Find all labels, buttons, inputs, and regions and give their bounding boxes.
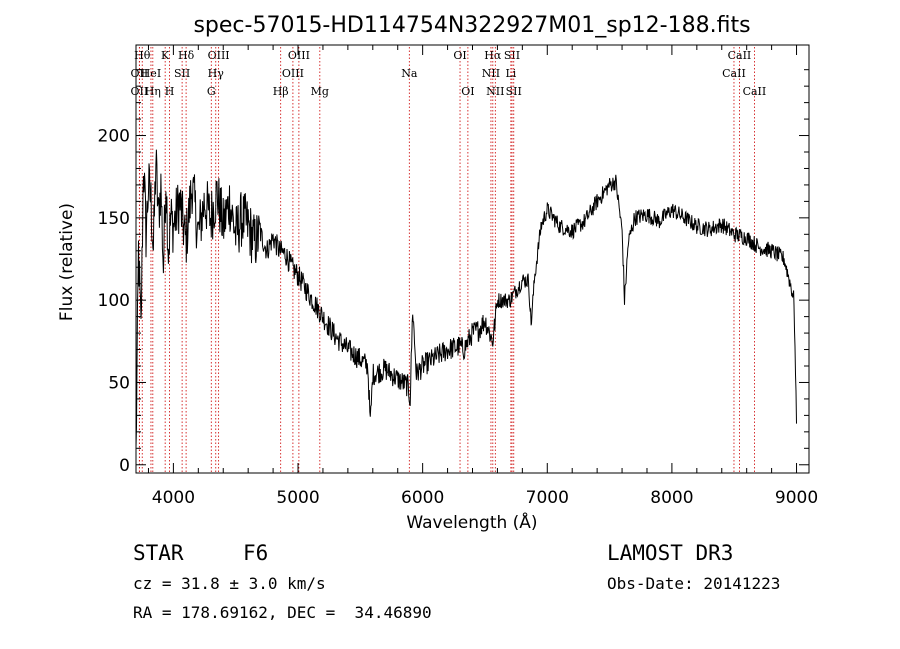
line-label-23: Li	[505, 67, 516, 80]
line-label-18: OI	[461, 85, 474, 98]
x-tick-label-6000: 6000	[401, 488, 444, 508]
line-label-17: OI	[453, 49, 466, 62]
line-label-24: SII	[506, 85, 522, 98]
x-tick-label-9000: 9000	[775, 488, 818, 508]
y-tick-label-150: 150	[98, 209, 130, 229]
line-label-11: G	[207, 85, 216, 98]
line-label-10: Hγ	[208, 67, 225, 80]
line-label-0: Hθ	[134, 49, 151, 62]
line-label-16: Na	[401, 67, 418, 80]
line-label-4: Hη	[145, 85, 161, 98]
object-subclass: F6	[243, 541, 269, 565]
line-label-3: HeI	[141, 67, 161, 80]
y-tick-label-200: 200	[98, 127, 130, 147]
line-label-15: Mg	[311, 85, 329, 98]
plot-frame	[135, 44, 810, 474]
line-label-7: H	[165, 85, 175, 98]
spectrum-series	[135, 149, 797, 448]
x-tick-label-5000: 5000	[276, 488, 319, 508]
line-label-6: SII	[174, 67, 190, 80]
spectrum-line	[135, 149, 797, 448]
line-label-1: OII	[131, 67, 149, 80]
object-class: STAR	[133, 541, 184, 565]
x-tick-label-4000: 4000	[152, 488, 195, 508]
line-label-8: Hδ	[178, 49, 195, 62]
line-label-5: K	[161, 49, 170, 62]
y-tick-label-100: 100	[98, 291, 130, 311]
line-label-26: CaII	[722, 67, 746, 80]
line-label-19: Hα	[484, 49, 502, 62]
line-label-9: OIII	[208, 49, 230, 62]
line-label-21: NII	[486, 85, 504, 98]
line-label-13: OIII	[288, 49, 310, 62]
redshift-velocity: cz = 31.8 ± 3.0 km/s	[133, 574, 326, 593]
observation-date: Obs-Date: 20141223	[607, 574, 781, 593]
line-label-14: OIII	[282, 67, 304, 80]
x-tick-label-8000: 8000	[650, 488, 693, 508]
x-axis-label: Wavelength (Å)	[406, 511, 537, 533]
axis-ticks: 4000 5000 6000 7000 8000 9000 0 50 100 150 200	[98, 45, 818, 508]
chart-title: spec-57015-HD114754N322927M01_sp12-188.f…	[193, 13, 750, 38]
line-label-22: SII	[504, 49, 520, 62]
x-tick-label-7000: 7000	[526, 488, 569, 508]
coordinates: RA = 178.69162, DEC = 34.46890	[133, 603, 432, 622]
survey-name: LAMOST DR3	[607, 541, 734, 565]
line-label-12: Hβ	[273, 85, 289, 98]
line-label-20: NII	[482, 67, 500, 80]
line-label-25: CaII	[728, 49, 752, 62]
y-tick-label-0: 0	[119, 456, 130, 476]
line-label-2: OII	[131, 85, 149, 98]
y-axis-label: Flux (relative)	[57, 203, 77, 321]
line-label-27: CaII	[743, 85, 767, 98]
y-tick-label-50: 50	[108, 373, 130, 393]
